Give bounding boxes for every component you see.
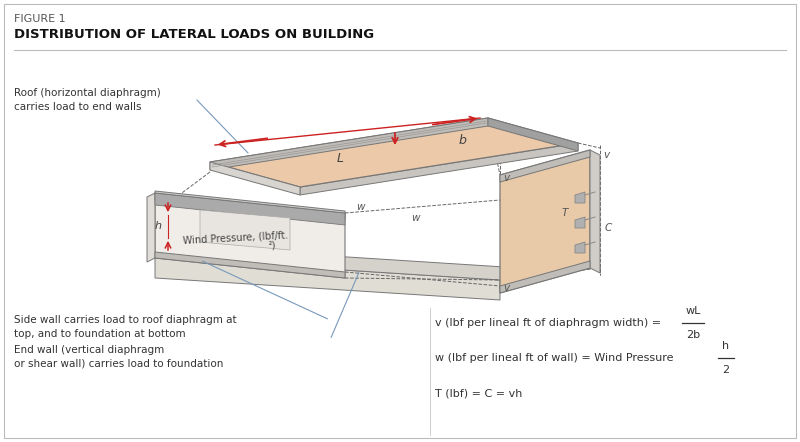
Polygon shape xyxy=(300,143,578,195)
Text: v: v xyxy=(603,150,609,160)
Text: Side wall carries load to roof diaphragm at
top, and to foundation at bottom: Side wall carries load to roof diaphragm… xyxy=(14,315,237,339)
Polygon shape xyxy=(155,193,345,225)
Text: T (lbf) = C = vh: T (lbf) = C = vh xyxy=(435,388,522,398)
Text: v: v xyxy=(503,283,509,293)
Text: End wall (vertical diaphragm
or shear wall) carries load to foundation: End wall (vertical diaphragm or shear wa… xyxy=(14,345,223,369)
Text: w (lbf per lineal ft of wall) = Wind Pressure: w (lbf per lineal ft of wall) = Wind Pre… xyxy=(435,353,677,363)
Polygon shape xyxy=(210,118,488,170)
Polygon shape xyxy=(575,217,585,228)
Text: L: L xyxy=(337,152,343,164)
Text: C: C xyxy=(605,223,612,233)
Text: DISTRIBUTION OF LATERAL LOADS ON BUILDING: DISTRIBUTION OF LATERAL LOADS ON BUILDIN… xyxy=(14,28,374,41)
Text: Wind Pressure, (lbf/ft.: Wind Pressure, (lbf/ft. xyxy=(182,230,288,246)
Text: Roof (horizontal diaphragm)
carries load to end walls: Roof (horizontal diaphragm) carries load… xyxy=(14,88,161,112)
Polygon shape xyxy=(500,150,590,182)
Polygon shape xyxy=(155,252,345,278)
Text: h: h xyxy=(155,221,162,231)
Polygon shape xyxy=(500,261,590,293)
Text: FIGURE 1: FIGURE 1 xyxy=(14,14,66,24)
Text: 2: 2 xyxy=(722,365,730,375)
Text: b: b xyxy=(458,133,466,146)
Text: w: w xyxy=(410,213,419,223)
Text: v: v xyxy=(503,173,509,183)
Polygon shape xyxy=(155,193,345,220)
Polygon shape xyxy=(210,118,578,187)
Text: T: T xyxy=(562,208,568,218)
Text: h: h xyxy=(722,341,730,351)
Text: wL: wL xyxy=(686,306,701,316)
Polygon shape xyxy=(575,192,585,203)
Polygon shape xyxy=(575,242,585,253)
Polygon shape xyxy=(155,193,345,278)
Polygon shape xyxy=(147,193,155,262)
Text: v (lbf per lineal ft of diaphragm width) =: v (lbf per lineal ft of diaphragm width)… xyxy=(435,318,665,328)
Polygon shape xyxy=(155,246,520,280)
Polygon shape xyxy=(155,191,345,213)
Polygon shape xyxy=(488,118,578,151)
Polygon shape xyxy=(590,150,600,273)
Polygon shape xyxy=(500,150,590,293)
Text: ²): ²) xyxy=(268,240,276,250)
Polygon shape xyxy=(200,210,290,250)
Polygon shape xyxy=(210,162,300,195)
Text: 2b: 2b xyxy=(686,330,700,340)
Text: w: w xyxy=(356,202,364,212)
Polygon shape xyxy=(155,258,500,300)
